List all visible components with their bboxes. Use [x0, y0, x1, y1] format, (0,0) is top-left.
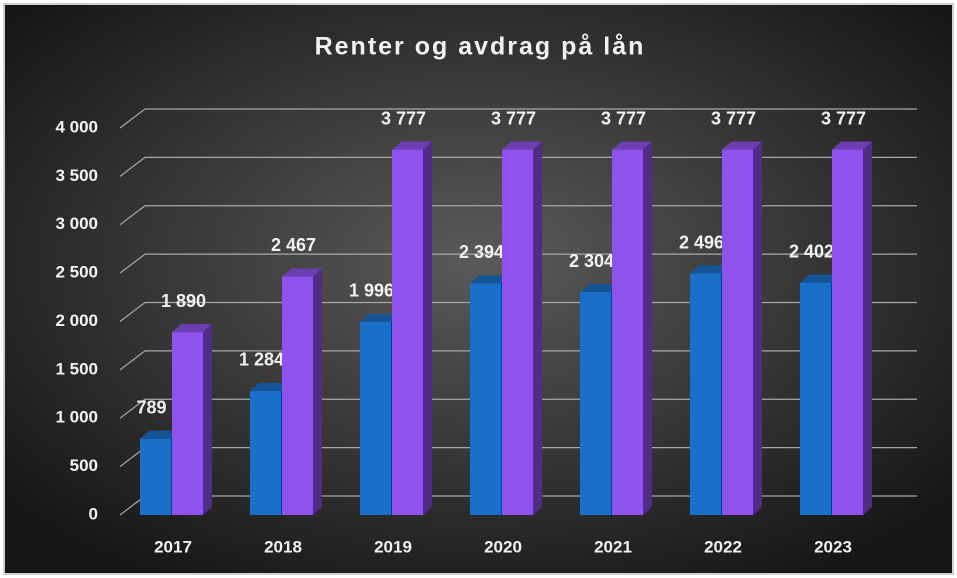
data-label: 2 496: [679, 232, 724, 252]
y-tick-label: 0: [89, 504, 98, 523]
bar-top: [832, 141, 872, 150]
bar-side: [753, 141, 762, 515]
bar-side: [533, 141, 542, 515]
grid-line: [119, 253, 917, 274]
x-tick-label: 2021: [594, 537, 632, 556]
bar-top: [722, 141, 762, 150]
bar: [612, 149, 643, 515]
bar: [250, 390, 281, 515]
bar-side: [643, 141, 652, 515]
bar: [580, 292, 611, 515]
x-tick-label: 2020: [484, 537, 522, 556]
data-label: 2 402: [789, 241, 834, 261]
data-label: 3 777: [711, 108, 756, 128]
x-tick-label: 2022: [704, 537, 742, 556]
bar: [722, 149, 753, 515]
grid-line: [119, 156, 917, 177]
y-tick-label: 3 500: [55, 166, 98, 185]
x-tick-label: 2019: [374, 537, 412, 556]
x-tick-label: 2023: [814, 537, 852, 556]
data-label: 2 304: [569, 251, 614, 271]
bar-top: [172, 324, 212, 333]
bar: [690, 273, 721, 515]
data-label: 789: [136, 397, 166, 417]
bar: [502, 149, 533, 515]
data-label: 2 394: [459, 242, 504, 262]
bar-top: [140, 430, 180, 439]
bar-side: [863, 141, 872, 515]
bar-side: [203, 324, 212, 515]
grid-line: [119, 108, 917, 129]
grid-line: [119, 398, 917, 419]
bar: [140, 438, 171, 515]
y-tick-label: 3 000: [55, 214, 98, 233]
bar: [832, 149, 863, 515]
bar-side: [313, 268, 322, 515]
bar: [470, 283, 501, 515]
grid-line: [119, 205, 917, 226]
y-tick-label: 2 500: [55, 263, 98, 282]
chart-title: Renter og avdrag på lån: [315, 33, 646, 61]
bar-top: [800, 274, 840, 283]
data-label: 3 777: [381, 108, 426, 128]
bar: [800, 282, 831, 515]
bar: [360, 321, 391, 515]
y-tick-label: 4 000: [55, 117, 98, 136]
data-label: 3 777: [821, 108, 866, 128]
y-tick-label: 500: [70, 456, 98, 475]
data-label: 1 890: [161, 291, 206, 311]
bar-top: [690, 265, 730, 274]
bar: [172, 332, 203, 515]
bar-top: [360, 313, 400, 322]
grid-line: [119, 301, 917, 322]
y-tick-label: 1 500: [55, 359, 98, 378]
y-tick-label: 2 000: [55, 311, 98, 330]
data-label: 2 467: [271, 235, 316, 255]
data-label: 1 284: [239, 350, 284, 370]
x-tick-label: 2018: [264, 537, 302, 556]
bar: [282, 276, 313, 515]
data-label: 3 777: [491, 108, 536, 128]
bar-top: [580, 284, 620, 293]
x-tick-label: 2017: [154, 537, 192, 556]
bar-side: [423, 141, 432, 515]
bar-top: [612, 141, 652, 150]
y-tick-label: 1 000: [55, 408, 98, 427]
bar-top: [282, 268, 322, 277]
data-label: 3 777: [601, 108, 646, 128]
bar-top: [502, 141, 542, 150]
data-label: 1 996: [349, 281, 394, 301]
bar-top: [470, 275, 510, 284]
bar: [392, 149, 423, 515]
bar-top: [250, 382, 290, 391]
grid-line: [119, 350, 917, 371]
bar-top: [392, 141, 432, 150]
